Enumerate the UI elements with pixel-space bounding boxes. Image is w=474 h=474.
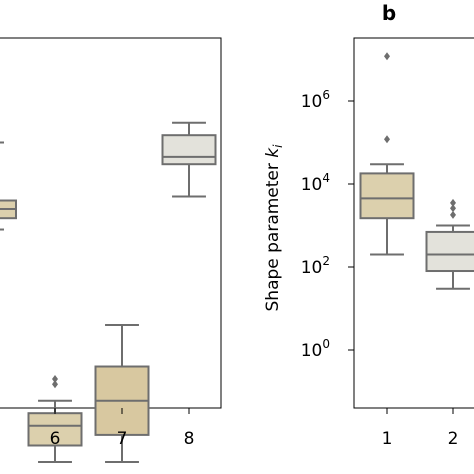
panel-b-box-2-outlier-2	[450, 198, 456, 207]
panel-a-xtick-label-8: 8	[184, 429, 195, 449]
y-axis-label: Shape parameter ki	[263, 144, 285, 312]
panel-b-frame	[353, 37, 474, 409]
panel-a-box-6-outlier-1	[52, 375, 58, 384]
panel-a-box-6-outlier-0	[52, 380, 58, 389]
panel-a-box-6-box	[27, 412, 83, 447]
panel-b-ytick-label-0: 100	[301, 337, 330, 361]
panel-b-ytick-exponent: 2	[322, 254, 330, 268]
panel-b-box-1-box	[359, 172, 415, 220]
panel-a-xtick-label-7: 7	[117, 429, 128, 449]
panel-b-ytick-base: 10	[301, 175, 323, 195]
y-axis-label-var: k	[263, 147, 283, 158]
panel-b-box-2-outlier-1	[450, 204, 456, 213]
panel-b-ytick-label-4: 104	[301, 171, 330, 195]
panel-b-xtick-label-2: 2	[448, 429, 459, 449]
panel-b-ytick-label-2: 102	[301, 254, 330, 278]
panel-b-box-1-outlier-1	[384, 52, 390, 61]
panel-b-ytick-exponent: 6	[322, 88, 330, 102]
panel-b-ytick-exponent: 4	[322, 171, 330, 185]
panel-b-box-2-outlier-0	[450, 210, 456, 219]
panel-b-label: b	[382, 1, 396, 25]
panel-b-box-2-box	[425, 230, 474, 273]
panel-b-box-1-outlier-0	[384, 135, 390, 144]
panel-b-ytick-base: 10	[301, 341, 323, 361]
panel-b-ytick-exponent: 0	[322, 337, 330, 351]
panel-a-xtick-label-6: 6	[50, 429, 61, 449]
panel-a: 6 7 8	[0, 37, 222, 464]
panel-a-box-8-box	[161, 134, 217, 166]
panel-a-frame	[0, 37, 222, 409]
panel-b-xtick-label-1: 1	[382, 429, 393, 449]
y-axis-label-main: Shape parameter	[263, 158, 283, 312]
y-axis-label-sub: i	[271, 144, 285, 148]
panel-b-ytick-label-6: 106	[301, 88, 330, 112]
panel-b-ytick-base: 10	[301, 92, 323, 112]
panel-b-ytick-base: 10	[301, 258, 323, 278]
